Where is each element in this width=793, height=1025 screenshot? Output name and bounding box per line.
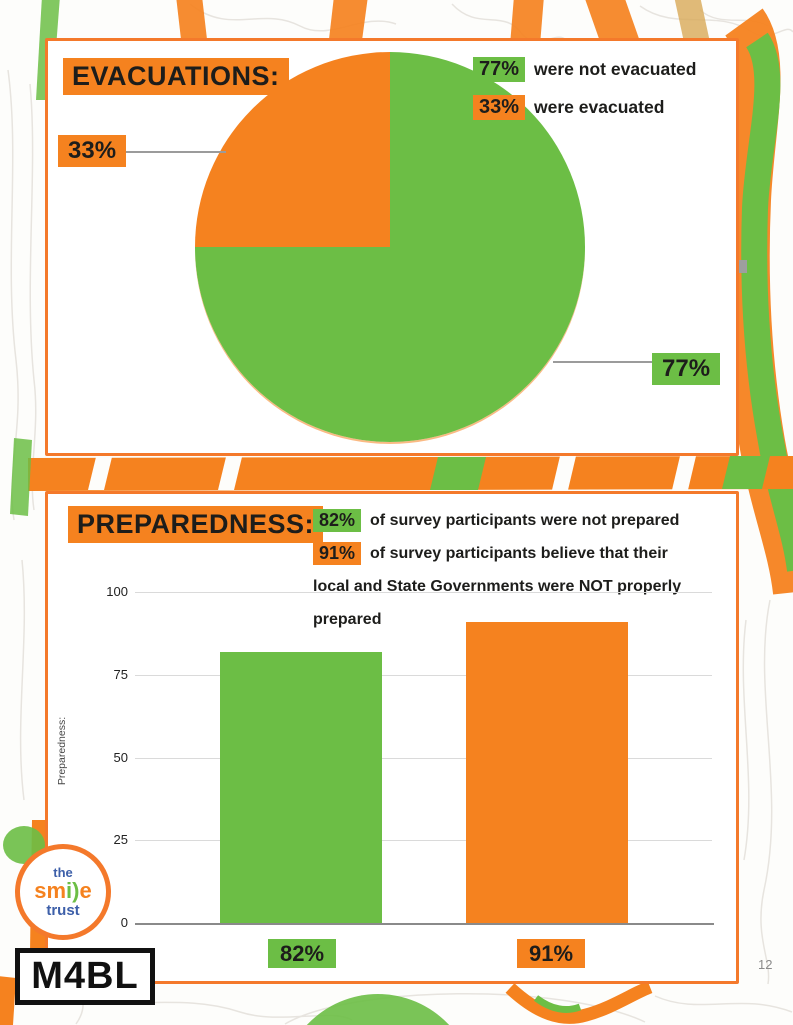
bar-91 bbox=[466, 622, 628, 923]
stat-91-text-line1: of survey participants believe that thei… bbox=[370, 544, 668, 562]
gridline-100 bbox=[135, 592, 712, 593]
legend-label-not-evacuated: were not evacuated bbox=[534, 59, 697, 79]
bar-82 bbox=[220, 652, 382, 923]
legend-value-77: 77% bbox=[473, 57, 526, 82]
gridline-75 bbox=[135, 675, 712, 676]
smile-logo-word: smi)e bbox=[34, 878, 92, 903]
pie-label-77: 77% bbox=[652, 353, 721, 385]
gridline-25 bbox=[135, 840, 712, 841]
preparedness-title: PREPAREDNESS: bbox=[68, 506, 324, 544]
ytick-25: 25 bbox=[113, 832, 128, 847]
stat-91-chip: 91% bbox=[313, 542, 362, 565]
legend-item-not-evacuated: 77% were not evacuated bbox=[473, 57, 696, 82]
ytick-50: 50 bbox=[113, 750, 128, 765]
smile-logo-trust: trust bbox=[46, 902, 80, 919]
stat-91-text-line2: local and State Governments were NOT pro… bbox=[313, 577, 682, 595]
stat-82-chip: 82% bbox=[313, 509, 362, 532]
m4bl-logo: M4BL bbox=[15, 948, 155, 1005]
pie-legend: 77% were not evacuated 33% were evacuate… bbox=[473, 57, 696, 133]
page-number: 12 bbox=[758, 957, 773, 972]
legend-item-evacuated: 33% were evacuated bbox=[473, 95, 696, 120]
stat-91: 91% of survey participants believe that … bbox=[313, 537, 681, 570]
m4bl-logo-text: M4BL bbox=[31, 955, 139, 997]
smile-trust-logo: the smi)e trust bbox=[15, 844, 111, 940]
evacuations-title: EVACUATIONS: bbox=[63, 58, 289, 96]
preparedness-panel: PREPAREDNESS: 82% of survey participants… bbox=[45, 491, 739, 984]
bar-label-82: 82% bbox=[268, 939, 337, 969]
stat-82: 82% of survey participants were not prep… bbox=[313, 504, 681, 537]
smile-logo-the: the bbox=[53, 865, 73, 880]
gridline-50 bbox=[135, 758, 712, 759]
pie-label-33: 33% bbox=[58, 135, 127, 167]
stat-91-text-line3: prepared bbox=[313, 610, 382, 628]
ytick-100: 100 bbox=[106, 584, 128, 599]
callout-line-right bbox=[553, 361, 653, 363]
x-axis-line bbox=[135, 923, 714, 925]
evacuations-panel: EVACUATIONS: 77% were not evacuated 33% … bbox=[45, 38, 739, 456]
stat-82-text: of survey participants were not prepared bbox=[370, 511, 680, 529]
legend-label-evacuated: were evacuated bbox=[534, 97, 665, 117]
bar-label-91: 91% bbox=[517, 939, 586, 969]
ytick-0: 0 bbox=[120, 915, 128, 930]
legend-value-33: 33% bbox=[473, 95, 526, 120]
callout-line-left bbox=[126, 151, 226, 153]
stats-block: 82% of survey participants were not prep… bbox=[313, 504, 681, 636]
y-axis-title: Preparedness: bbox=[56, 716, 68, 786]
ytick-75: 75 bbox=[113, 667, 128, 682]
